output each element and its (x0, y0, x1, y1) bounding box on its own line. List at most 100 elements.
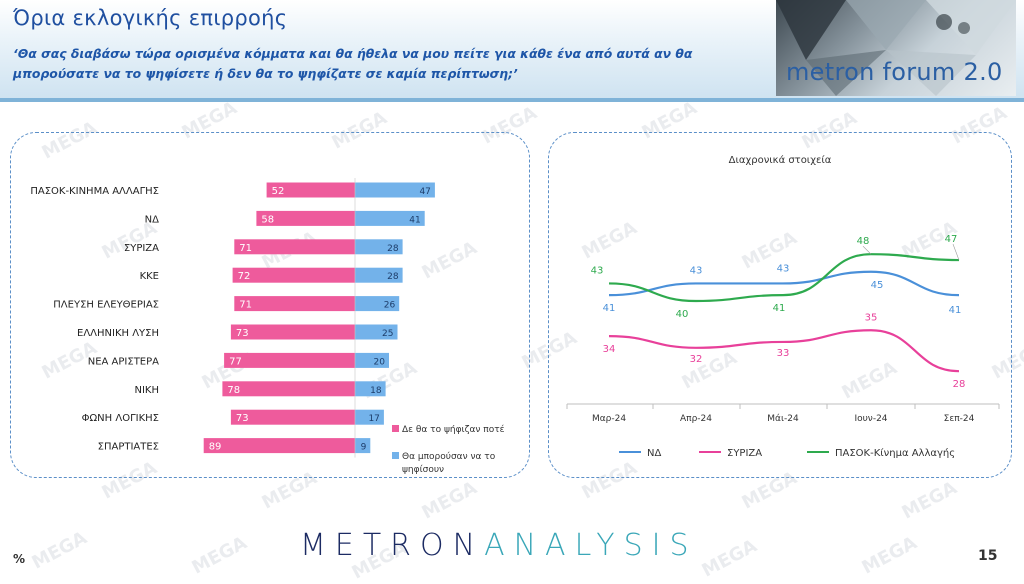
never-vote-value: 52 (272, 186, 285, 197)
could-vote-bar (355, 409, 384, 425)
legend-never-swatch (392, 425, 399, 432)
could-vote-value: 25 (382, 329, 393, 339)
x-tick-label: Σεπ-24 (944, 414, 975, 424)
never-vote-bar (222, 381, 355, 397)
category-label: ΦΩΝΗ ΛΟΓΙΚΗΣ (82, 413, 159, 424)
could-vote-value: 20 (374, 357, 386, 367)
legend-never-label: Δε θα το ψήφιζαν ποτέ (402, 424, 505, 435)
could-vote-value: 18 (370, 386, 382, 396)
could-vote-value: 28 (387, 244, 399, 254)
watermark-text: MEGA (698, 535, 761, 582)
header-divider (0, 98, 1024, 102)
unit-marker: % (13, 552, 26, 566)
data-label: 41 (949, 305, 962, 316)
x-tick-label: Μαρ-24 (592, 414, 626, 424)
logo-text: metron forum 2.0 (786, 58, 1003, 86)
x-tick-label: Απρ-24 (680, 414, 712, 424)
leader-line (862, 245, 872, 255)
data-label: 43 (591, 265, 604, 276)
never-vote-bar (256, 210, 355, 226)
legend-could-label-line: Θα μπορούσαν να το (402, 451, 496, 462)
category-label: ΣΠΑΡΤΙΑΤΕΣ (98, 442, 159, 453)
page-number: 15 (978, 548, 998, 564)
never-vote-bar (203, 438, 355, 454)
could-vote-value: 47 (419, 187, 430, 197)
could-vote-bar (355, 381, 386, 397)
legend-could-label: Θα μπορούσαν να το ψηφίσουν (402, 451, 496, 475)
diverging-bar-chart: ΠΑΣΟΚ-ΚΙΝΗΜΑ ΑΛΛΑΓΗΣ 52 47 ΝΔ 58 41 ΣΥΡΙΖΑ 71 28… (30, 178, 505, 475)
data-label: 45 (871, 280, 884, 291)
data-label: 40 (676, 309, 689, 320)
page-subtitle: ‘Θα σας διαβάσω τώρα ορισμένα κόμματα κα… (13, 46, 693, 81)
never-vote-value: 72 (238, 271, 251, 282)
could-vote-value: 9 (361, 443, 367, 453)
voting-limits-panel: ΠΑΣΟΚ-ΚΙΝΗΜΑ ΑΛΛΑΓΗΣ 52 47 ΝΔ 58 41 ΣΥΡΙΖΑ 71 28… (10, 132, 530, 478)
never-vote-bar (230, 409, 355, 425)
never-vote-value: 77 (229, 356, 242, 367)
could-vote-bar (355, 296, 400, 312)
could-vote-bar (355, 352, 389, 368)
could-vote-bar (355, 324, 398, 340)
could-vote-value: 28 (387, 272, 399, 282)
could-vote-value: 41 (409, 215, 420, 225)
category-label: ΝΔ (145, 214, 159, 225)
logo-background-art (776, 0, 1016, 96)
never-vote-bar (266, 182, 355, 198)
series-line (608, 270, 960, 297)
data-label: 47 (945, 234, 958, 245)
legend-could-label-line: ψηφίσουν (402, 465, 444, 475)
data-label: 33 (777, 348, 790, 359)
category-label: ΠΑΣΟΚ-ΚΙΝΗΜΑ ΑΛΛΑΓΗΣ (30, 186, 159, 197)
data-label: 43 (690, 265, 703, 276)
never-vote-value: 73 (236, 413, 249, 424)
metron-analysis-logo: METRONANALYSIS (300, 528, 698, 563)
series-line (608, 329, 960, 373)
never-vote-value: 89 (209, 442, 222, 453)
x-tick-label: Μάι-24 (767, 414, 799, 424)
data-label: 41 (773, 303, 786, 314)
never-vote-value: 71 (239, 243, 252, 254)
leader-line (952, 243, 960, 261)
could-vote-bar (355, 267, 403, 283)
watermark-text: MEGA (28, 527, 91, 574)
chart-title: Διαχρονικά στοιχεία (729, 154, 832, 166)
never-vote-value: 71 (239, 300, 252, 311)
legend-label: ΝΔ (647, 448, 661, 459)
data-label: 32 (690, 354, 703, 365)
never-vote-bar (234, 296, 355, 312)
never-vote-bar (234, 239, 355, 255)
category-label: ΝΙΚΗ (134, 385, 159, 396)
legend-could-swatch (392, 452, 399, 459)
never-vote-value: 73 (236, 328, 249, 339)
category-label: ΠΛΕΥΣΗ ΕΛΕΥΘΕΡΙΑΣ (53, 300, 159, 311)
never-vote-bar (224, 352, 355, 368)
could-vote-value: 17 (368, 414, 379, 424)
could-vote-bar (355, 239, 403, 255)
data-label: 41 (603, 303, 616, 314)
brand-part-analysis: ANALYSIS (484, 528, 698, 563)
could-vote-value: 26 (384, 301, 396, 311)
trend-panel: Διαχρονικά στοιχεία Μαρ-24 Απρ-24 Μάι-24 Ιου… (548, 132, 1012, 478)
trend-line-chart: Διαχρονικά στοιχεία Μαρ-24 Απρ-24 Μάι-24 Ιου… (566, 154, 1000, 459)
forum-logo: metron forum 2.0 (776, 0, 1016, 96)
page-title: Όρια εκλογικής επιρροής (13, 6, 288, 30)
watermark-text: MEGA (898, 477, 961, 524)
watermark-text: MEGA (418, 477, 481, 524)
category-label: ΣΥΡΙΖΑ (124, 243, 159, 254)
category-label: ΚΚΕ (140, 271, 159, 282)
legend-label: ΠΑΣΟΚ-Κίνημα Αλλαγής (835, 447, 955, 459)
x-tick-label: Ιουν-24 (854, 414, 887, 424)
legend-label: ΣΥΡΙΖΑ (727, 448, 762, 459)
data-label: 34 (603, 344, 616, 355)
never-vote-bar (230, 324, 355, 340)
never-vote-bar (232, 267, 355, 283)
category-label: ΕΛΛΗΝΙΚΗ ΛΥΣΗ (77, 328, 159, 339)
could-vote-bar (355, 438, 371, 454)
could-vote-bar (355, 210, 425, 226)
never-vote-value: 58 (261, 214, 274, 225)
data-label: 35 (865, 312, 878, 323)
category-label: ΝΕΑ ΑΡΙΣΤΕΡΑ (88, 356, 159, 367)
data-label: 28 (953, 379, 966, 390)
series-line (608, 253, 960, 303)
data-label: 43 (777, 263, 790, 274)
